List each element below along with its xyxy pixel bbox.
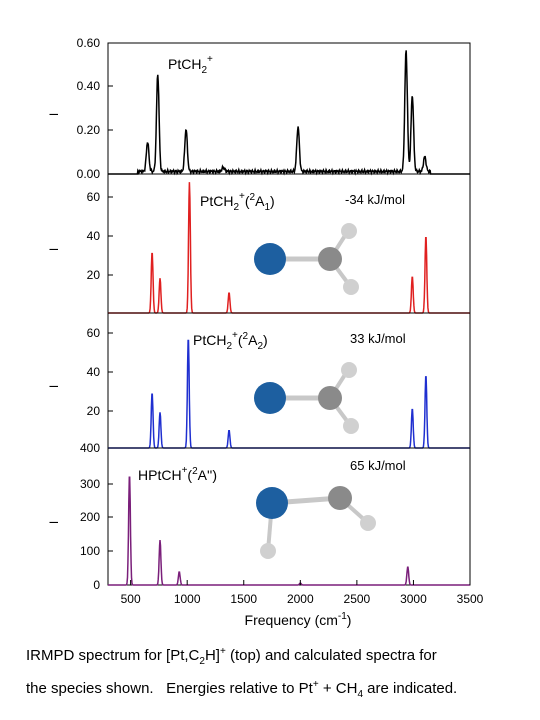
h-atom [343, 418, 359, 434]
panel-frame [107, 312, 471, 449]
panel-label: HPtCH+(2A'') [138, 465, 217, 483]
spectra-panels: 0.00 0.20 0.40 0.60 I PtCH2+ 20 40 60 I PtCH2+(2A1… [47, 36, 471, 592]
panel-label: PtCH2+(2A1) [200, 191, 275, 213]
y-axis-label: I [47, 385, 61, 388]
molecule-illustration [256, 486, 376, 559]
figure-caption: IRMPD spectrum for [Pt,C2H]+ (top) and c… [26, 640, 526, 706]
caption-sup: + [312, 679, 319, 690]
y-axis-label: I [47, 521, 61, 524]
h-atom [341, 362, 357, 378]
y-axis-label: I [47, 113, 61, 116]
x-tick-label: 3500 [457, 592, 484, 606]
molecule-illustration [254, 223, 359, 295]
spectra-figure: 0.00 0.20 0.40 0.60 I PtCH2+ 20 40 60 I PtCH2+(2A1… [47, 36, 484, 628]
panel-2: 20 40 60 I PtCH2+(2A2) 33 kJ/mol [47, 312, 471, 449]
y-tick-label: 60 [87, 190, 101, 204]
panel-0: 0.00 0.20 0.40 0.60 I PtCH2+ [47, 36, 471, 181]
caption-sup: + [219, 646, 226, 657]
x-tick-label: 1000 [174, 592, 201, 606]
caption-text: IRMPD spectrum for [Pt,C [26, 647, 200, 664]
y-tick-label: 0 [93, 578, 100, 592]
y-tick-label: 200 [80, 510, 100, 524]
y-tick-label: 0.60 [77, 36, 101, 50]
x-tick-label: 500 [121, 592, 141, 606]
y-tick-label: 40 [87, 229, 101, 243]
y-tick-label: 20 [87, 268, 101, 282]
caption-sub: 4 [357, 689, 363, 700]
caption-text: the species shown. Energies relative to … [26, 680, 313, 697]
x-tick-label: 3000 [400, 592, 427, 606]
caption-text: H] [204, 647, 220, 664]
y-tick-label: 40 [87, 365, 101, 379]
molecule-illustration [254, 362, 359, 434]
panel-1: 20 40 60 I PtCH2+(2A1) -34 kJ/mol [47, 173, 471, 314]
spectrum-line [108, 182, 470, 314]
h-atom [341, 223, 357, 239]
c-atom [318, 247, 342, 271]
panel-3: 0 100 200 300 400 I HPtCH+(2A'') 65 kJ/mol [47, 441, 471, 592]
energy-label: -34 kJ/mol [345, 192, 405, 207]
caption-text: are indicated. [363, 680, 458, 697]
pt-atom [254, 382, 286, 414]
caption-line-1: IRMPD spectrum for [Pt,C2H]+ (top) and c… [26, 640, 526, 673]
spectrum-line [108, 50, 470, 176]
caption-text: + CH [318, 680, 358, 697]
pt-atom [254, 243, 286, 275]
h-atom [260, 543, 276, 559]
y-tick-label: 60 [87, 326, 101, 340]
y-tick-label: 300 [80, 477, 100, 491]
panel-label: PtCH2+ [168, 54, 213, 76]
y-tick-label: 20 [87, 404, 101, 418]
h-atom [360, 515, 376, 531]
caption-text: (top) and calculated spectra for [225, 647, 437, 664]
energy-label: 65 kJ/mol [350, 458, 406, 473]
x-tick-label: 1500 [230, 592, 257, 606]
caption-line-2: the species shown. Energies relative to … [26, 673, 526, 706]
x-axis-label: Frequency (cm-1) [245, 611, 352, 628]
c-atom [328, 486, 352, 510]
x-axis: 500 1000 1500 2000 2500 3000 3500 [121, 580, 484, 606]
caption-sub: 2 [199, 656, 205, 667]
y-tick-label: 100 [80, 544, 100, 558]
spectrum-line [108, 476, 470, 586]
panel-label: PtCH2+(2A2) [193, 330, 268, 352]
y-tick-label: 0.20 [77, 123, 101, 137]
c-atom [318, 386, 342, 410]
y-tick-label: 0.00 [77, 167, 101, 181]
x-tick-label: 2500 [344, 592, 371, 606]
panel-frame [107, 173, 471, 314]
h-atom [343, 279, 359, 295]
panel-frame [107, 42, 471, 175]
x-tick-label: 2000 [287, 592, 314, 606]
y-tick-label: 0.40 [77, 79, 101, 93]
spectrum-line [108, 339, 470, 449]
y-tick-label: 400 [80, 441, 100, 455]
pt-atom [256, 487, 288, 519]
y-axis-label: I [47, 248, 61, 251]
energy-label: 33 kJ/mol [350, 331, 406, 346]
